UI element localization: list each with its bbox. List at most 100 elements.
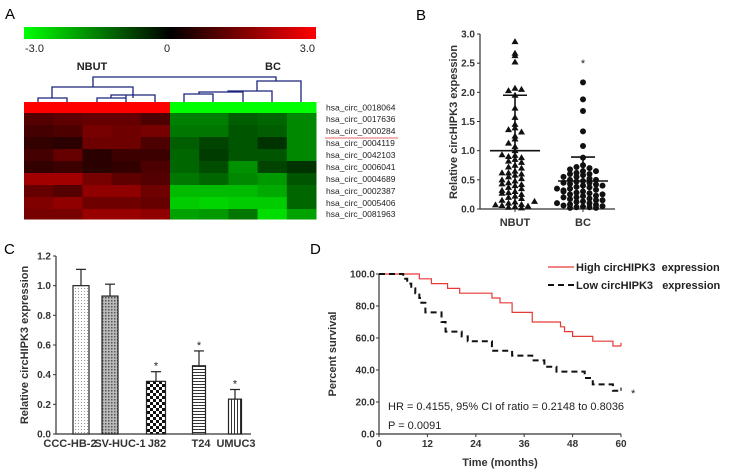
heatmap-cell xyxy=(286,173,317,186)
data-point-triangle xyxy=(498,151,506,158)
x-tick-label: 0 xyxy=(376,439,382,450)
data-point-triangle xyxy=(531,197,538,204)
data-point-triangle xyxy=(505,199,512,206)
bar xyxy=(145,380,167,435)
heatmap-cell xyxy=(82,185,113,198)
heatmap-cell xyxy=(199,197,229,210)
heatmap-cell xyxy=(228,173,259,186)
y-axis-label: Relative circHIPK3 expression xyxy=(19,266,31,425)
data-point-triangle xyxy=(505,87,512,94)
heatmap-cell xyxy=(82,197,113,210)
data-point-triangle xyxy=(498,176,506,183)
heatmap-cell xyxy=(286,161,317,174)
heatmap-cell xyxy=(199,125,229,138)
heatmap-cell xyxy=(111,113,142,126)
heatmap-cell xyxy=(286,185,317,198)
heatmap-cell xyxy=(140,125,171,138)
heatmap-cell xyxy=(257,161,288,174)
heatmap-cell xyxy=(170,102,200,114)
panel-label-a: A xyxy=(5,6,15,23)
heatmap-cell xyxy=(24,137,54,150)
significance-star: * xyxy=(197,340,202,352)
heatmap-cell xyxy=(170,209,200,220)
heatmap-cell xyxy=(24,185,54,198)
data-point-triangle xyxy=(518,195,525,201)
heatmap-cell xyxy=(111,161,142,174)
data-point-triangle xyxy=(518,164,525,171)
bar-panel: 0.0 0.2 0.4 0.6 0.8 1.0 1.2 Relative circHIPK3 … xyxy=(19,252,256,451)
heatmap-cell xyxy=(111,102,142,114)
heatmap-cell xyxy=(228,113,259,126)
data-point-triangle xyxy=(518,154,525,161)
heatmap-cell xyxy=(170,137,200,150)
data-point-triangle xyxy=(524,202,532,209)
data-point-triangle xyxy=(505,189,512,196)
heatmap-cell xyxy=(257,102,288,114)
data-point-triangle xyxy=(498,189,506,196)
data-point-triangle xyxy=(511,58,519,65)
data-point-circle xyxy=(599,191,606,198)
heatmap-cell xyxy=(53,102,83,114)
y-tick-label: 20.0 xyxy=(356,398,376,409)
heatmap-cell xyxy=(82,173,113,186)
heatmap-cell xyxy=(140,161,171,174)
heatmap-cell xyxy=(170,173,200,186)
heatmap-cell xyxy=(24,173,54,186)
heatmap-cell xyxy=(140,113,171,126)
data-point-circle xyxy=(586,195,593,202)
group-label: NBUT xyxy=(77,61,108,73)
data-point-circle xyxy=(580,143,586,149)
data-point-circle xyxy=(567,196,573,203)
significance-star: * xyxy=(631,388,636,400)
y-tick-label: 1.0 xyxy=(37,281,51,292)
panel-label-c: C xyxy=(4,241,15,258)
heatmap-cell xyxy=(140,102,171,114)
heatmap-cell xyxy=(140,137,171,150)
data-point-circle xyxy=(586,165,593,172)
data-point-triangle xyxy=(505,173,512,180)
x-tick-label: 12 xyxy=(422,439,434,450)
data-point-circle xyxy=(573,199,580,205)
survival-curve xyxy=(379,273,621,347)
heatmap-cell xyxy=(53,125,83,138)
y-tick-label: 40.0 xyxy=(356,366,376,377)
data-point-circle xyxy=(593,186,599,193)
heatmap-cell xyxy=(170,161,200,174)
heatmap-cell xyxy=(111,209,142,220)
row-label: hsa_circ_0081963 xyxy=(326,209,396,219)
row-label: hsa_circ_0000284 xyxy=(326,126,396,136)
heatmap-cell xyxy=(286,125,317,138)
heatmap-cell xyxy=(228,185,259,198)
row-label: hsa_circ_0004119 xyxy=(326,138,395,148)
row-label: hsa_circ_0005406 xyxy=(326,198,396,208)
heatmap-cell xyxy=(82,137,113,150)
data-point-circle xyxy=(567,171,573,177)
bar xyxy=(227,398,243,435)
significance-star: * xyxy=(581,58,586,70)
heatmap-cell xyxy=(257,113,288,126)
data-point-circle xyxy=(567,166,573,173)
heatmap-cell xyxy=(257,125,288,138)
heatmap-cell xyxy=(257,209,288,220)
y-tick-label: 0.2 xyxy=(37,400,51,411)
row-label: hsa_circ_0006041 xyxy=(326,162,396,172)
group-label: BC xyxy=(265,61,281,73)
survival-panel: 0.0 20.0 40.0 60.0 80.0 100.0 0 12 24 36 48 60 Time … xyxy=(327,262,721,469)
heatmap-cell xyxy=(111,137,142,150)
data-point-triangle xyxy=(518,158,525,165)
survival-curve xyxy=(379,273,621,392)
data-point-circle xyxy=(560,173,567,180)
colorbar-max-label: 3.0 xyxy=(300,43,315,55)
y-tick-label: 0.5 xyxy=(461,175,475,186)
data-point-circle xyxy=(573,194,580,201)
x-tick-label: SV-HUC-1 xyxy=(94,438,145,450)
bar xyxy=(101,295,119,435)
x-tick-label: 36 xyxy=(519,439,531,450)
heatmap-cell xyxy=(228,161,259,174)
y-tick-label: 80.0 xyxy=(356,302,376,313)
x-tick-label: T24 xyxy=(192,438,212,450)
heatmap-cell xyxy=(286,113,317,126)
data-point-triangle xyxy=(518,170,525,177)
